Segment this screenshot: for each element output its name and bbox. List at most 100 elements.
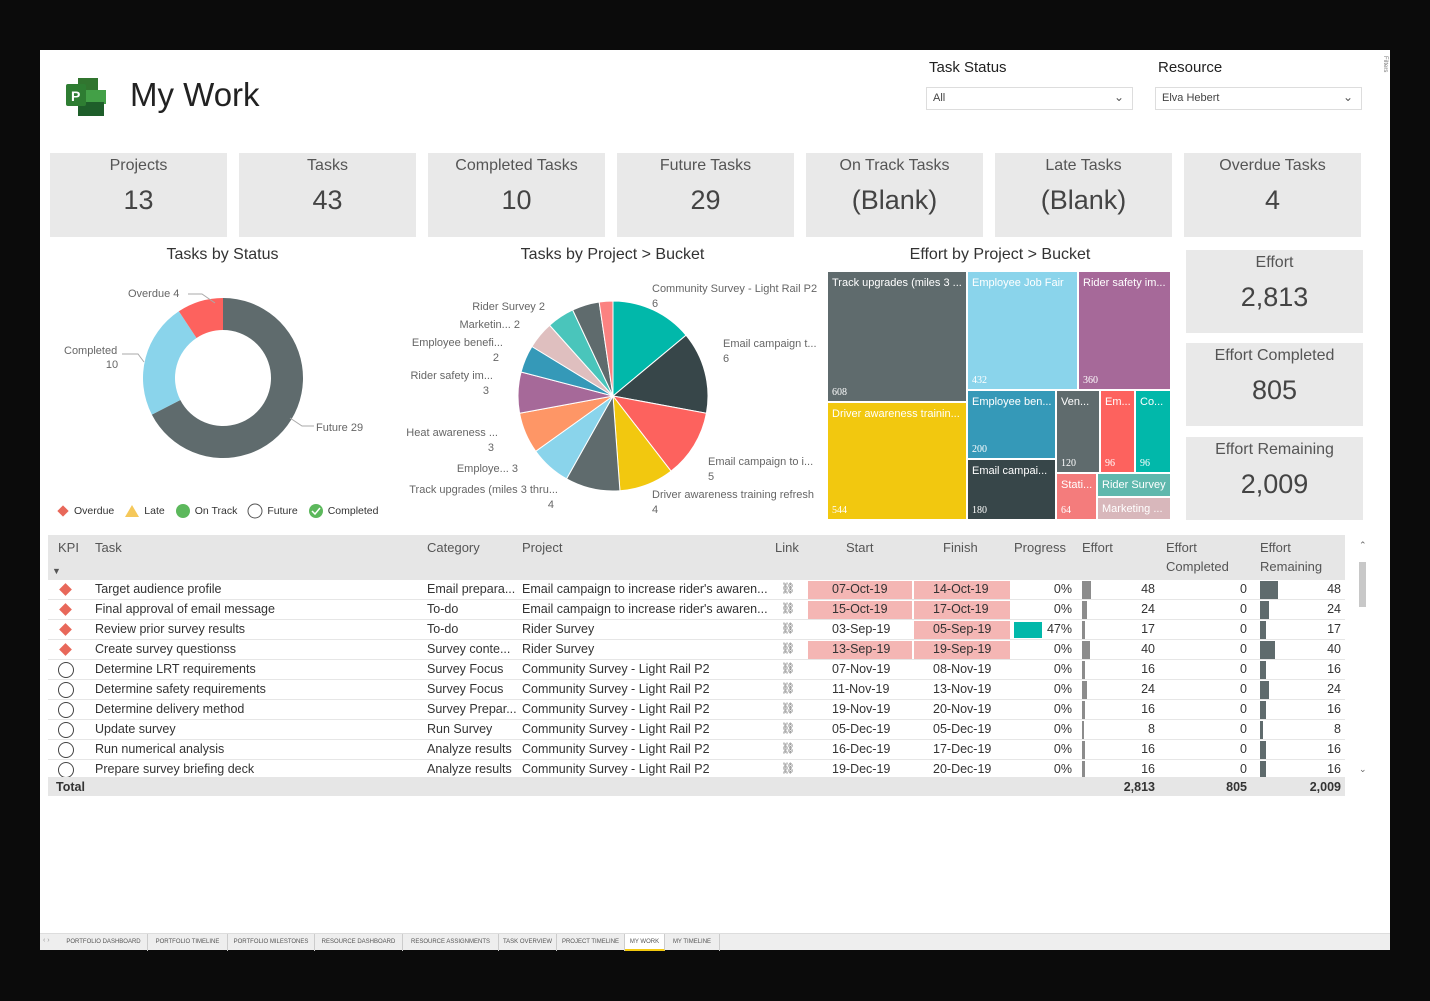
treemap-tile[interactable]: Em... 96	[1101, 391, 1134, 472]
effort-cell: 24	[1141, 682, 1155, 696]
legend-item-completed[interactable]: Completed	[308, 503, 378, 519]
column-header-category[interactable]: Category	[427, 540, 480, 555]
treemap-tile[interactable]: Ven... 120	[1057, 391, 1099, 472]
table-row[interactable]: Review prior survey results To-do Rider Su…	[48, 620, 1345, 640]
scroll-down-icon[interactable]: ⌄	[1359, 764, 1367, 774]
legend-item-future[interactable]: Future	[247, 503, 298, 519]
link-icon[interactable]: ⛓	[781, 623, 795, 635]
treemap-tile[interactable]: Rider safety im... 360	[1079, 272, 1170, 389]
legend-item-late[interactable]: Late	[124, 503, 165, 519]
column-header-effort-remaining[interactable]: Effort Remaining	[1260, 540, 1323, 574]
column-header-start[interactable]: Start	[846, 540, 874, 555]
effort-completed-cell: 0	[1240, 582, 1247, 596]
treemap-tile[interactable]: Stati... 64	[1057, 474, 1096, 519]
column-header-link[interactable]: Link	[775, 540, 799, 555]
table-row[interactable]: Update survey Run Survey Community Survey …	[48, 720, 1345, 740]
pie-label-name: Rider Survey	[472, 301, 536, 313]
column-header-progress[interactable]: Progress	[1014, 540, 1067, 555]
start-highlight	[808, 581, 912, 599]
effort-remaining-bar	[1260, 581, 1278, 599]
kpi-label: On Track Tasks	[839, 157, 950, 174]
treemap-tile[interactable]: Email campai... 180	[968, 460, 1055, 519]
kpi-card-late-tasks: Late Tasks (Blank)	[995, 153, 1172, 237]
link-icon[interactable]: ⛓	[781, 723, 795, 735]
treemap-tile[interactable]: Marketing ...	[1098, 498, 1170, 519]
tab-project-timeline[interactable]: PROJECT TIMELINE	[557, 934, 625, 951]
total-label: Total	[56, 780, 85, 794]
total-effort-remaining: 2,009	[1309, 780, 1341, 794]
kpi-label: Late Tasks	[1045, 157, 1122, 174]
table-row[interactable]: Determine delivery method Survey Prepar..…	[48, 700, 1345, 720]
effort-remaining-bar	[1260, 681, 1269, 699]
effort-remaining-cell: 16	[1327, 742, 1341, 756]
start-cell: 19-Dec-19	[832, 762, 891, 776]
sort-desc-icon[interactable]: ▼	[52, 566, 61, 576]
treemap-tile-label: Rider Survey	[1102, 479, 1166, 491]
status-legend: Overdue Late On Track Future Completed	[56, 503, 378, 519]
project-cell: Community Survey - Light Rail P2	[522, 742, 710, 756]
tab-task-overview[interactable]: TASK OVERVIEW	[499, 934, 557, 951]
table-row[interactable]: Target audience profile Email prepara... E…	[48, 580, 1345, 600]
scroll-thumb[interactable]	[1359, 562, 1366, 607]
column-header-effort-completed[interactable]: Effort Completed	[1166, 540, 1229, 574]
finish-cell: 13-Nov-19	[933, 682, 992, 696]
scroll-up-icon[interactable]: ⌃	[1359, 540, 1367, 550]
column-header-finish[interactable]: Finish	[943, 540, 978, 555]
total-effort: 2,813	[1123, 780, 1155, 794]
treemap-tile-label: Employee Job Fair	[972, 277, 1064, 289]
tasks-by-status-donut[interactable]: Future 29 Completed 10 Overdue 4	[40, 270, 420, 500]
legend-item-overdue[interactable]: Overdue	[56, 503, 114, 519]
link-icon[interactable]: ⛓	[781, 743, 795, 755]
column-header-project[interactable]: Project	[522, 540, 563, 555]
table-row[interactable]: Final approval of email message To-do Emai…	[48, 600, 1345, 620]
link-icon[interactable]: ⛓	[781, 603, 795, 615]
treemap-tile[interactable]: Employee ben... 200	[968, 391, 1055, 458]
effort-card-value: 2,813	[1240, 282, 1309, 312]
tab-resource-dashboard[interactable]: RESOURCE DASHBOARD	[315, 934, 403, 951]
treemap-tile[interactable]: Driver awareness trainin... 544	[828, 403, 966, 519]
column-header-task[interactable]: Task	[95, 540, 122, 555]
category-cell: To-do	[427, 622, 459, 636]
tab-my-timeline[interactable]: MY TIMELINE	[665, 934, 720, 951]
treemap-tile[interactable]: Track upgrades (miles 3 ... 608	[828, 272, 966, 401]
task-status-dropdown[interactable]: All ⌄	[926, 87, 1133, 110]
tab-resource-assignments[interactable]: RESOURCE ASSIGNMENTS	[403, 934, 499, 951]
kpi-label: Overdue Tasks	[1219, 157, 1326, 174]
tab-scroll-arrows-icon[interactable]: ‹ ›	[43, 937, 50, 944]
link-icon[interactable]: ⛓	[781, 583, 795, 595]
treemap-tile[interactable]: Rider Survey	[1098, 474, 1170, 496]
link-icon[interactable]: ⛓	[781, 763, 795, 775]
tab-my-work[interactable]: MY WORK	[625, 934, 665, 951]
table-row[interactable]: Determine LRT requirements Survey Focus Co…	[48, 660, 1345, 680]
column-header-kpi[interactable]: KPI	[58, 540, 79, 555]
legend-item-on-track[interactable]: On Track	[175, 503, 237, 519]
tab-portfolio-timeline[interactable]: PORTFOLIO TIMELINE	[148, 934, 228, 951]
link-icon[interactable]: ⛓	[781, 663, 795, 675]
tab-portfolio-dashboard[interactable]: PORTFOLIO DASHBOARD	[60, 934, 148, 951]
treemap-tile[interactable]: Employee Job Fair 432	[968, 272, 1077, 389]
link-icon[interactable]: ⛓	[781, 683, 795, 695]
donut-slice[interactable]	[178, 298, 223, 338]
filters-pane-toggle[interactable]: Filters	[1376, 56, 1388, 126]
table-row[interactable]: Determine safety requirements Survey Focu…	[48, 680, 1345, 700]
treemap-tile[interactable]: Co... 96	[1136, 391, 1170, 472]
link-icon[interactable]: ⛓	[781, 643, 795, 655]
tasks-by-project-pie[interactable]: Community Survey - Light Rail P2 6 Email c…	[400, 270, 828, 520]
resource-dropdown[interactable]: Elva Hebert ⌄	[1155, 87, 1362, 110]
donut-slice[interactable]	[151, 298, 303, 458]
table-row[interactable]: Prepare survey briefing deck Analyze resu…	[48, 760, 1345, 778]
leader-line	[289, 417, 314, 427]
table-scrollbar[interactable]: ⌃ ⌄	[1356, 540, 1368, 780]
tab-portfolio-milestones[interactable]: PORTFOLIO MILESTONES	[228, 934, 315, 951]
start-cell: 03-Sep-19	[832, 622, 891, 636]
pie-value-label: 5	[708, 471, 714, 483]
kpi-label: Projects	[109, 157, 168, 174]
link-icon[interactable]: ⛓	[781, 703, 795, 715]
pie-slice[interactable]	[598, 300, 614, 397]
effort-remaining-cell: 40	[1327, 642, 1341, 656]
treemap-tile-label: Co...	[1140, 396, 1164, 408]
donut-slice[interactable]	[143, 311, 197, 415]
table-row[interactable]: Create survey questionss Survey conte... R…	[48, 640, 1345, 660]
column-header-effort[interactable]: Effort	[1082, 540, 1113, 555]
table-row[interactable]: Run numerical analysis Analyze results Com…	[48, 740, 1345, 760]
